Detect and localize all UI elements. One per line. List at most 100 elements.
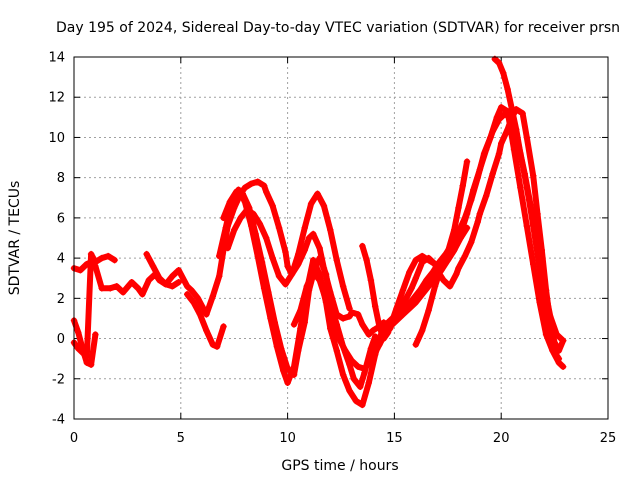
data-point [440,277,447,284]
data-point [378,329,385,336]
data-point [277,345,285,352]
data-point [418,327,426,334]
x-tick-label: 10 [279,431,296,446]
data-point [250,210,257,218]
data-point [448,240,456,248]
series-trace-7 [412,158,470,348]
data-point [534,210,541,218]
data-point [241,184,249,191]
x-axis-label: GPS time / hours [281,458,398,474]
data-point [425,307,432,314]
data-point [474,174,481,181]
data-point [444,248,451,256]
data-point [301,246,308,254]
data-point [429,268,437,276]
data-point [312,262,319,270]
data-point [216,252,223,260]
data-point [446,283,454,290]
y-tick-label: -2 [52,372,65,387]
data-point [316,244,323,252]
data-point [98,254,105,262]
data-point [228,196,236,203]
data-point [83,260,91,268]
data-point [203,311,210,318]
data-point [310,256,317,264]
y-tick-labels: -4 -2 0 2 4 6 8 10 12 14 [48,51,65,428]
data-point [162,281,170,288]
data-point [555,347,563,354]
data-point [423,277,430,284]
data-point [145,277,152,284]
data-point [301,319,308,326]
data-point [384,319,392,326]
data-point [401,297,409,304]
data-point [386,323,394,330]
data-point [194,295,202,302]
data-point [260,182,268,189]
data-point [269,202,276,210]
data-point [536,299,543,306]
data-point [495,116,503,123]
data-point [498,104,505,111]
data-point [410,295,417,302]
data-point [169,273,176,280]
data-point [282,281,289,288]
data-point [354,311,362,318]
data-point [322,297,330,304]
data-point [534,250,541,258]
data-point [504,85,511,93]
data-point [252,230,259,238]
data-point [538,246,545,254]
data-point [198,303,206,310]
data-point [87,250,95,258]
data-point [295,347,302,354]
data-point [530,260,537,268]
data-point [418,291,426,298]
data-point [175,266,182,274]
data-point [487,134,494,141]
data-point [92,331,99,338]
x-tick-label: 25 [600,431,617,446]
data-point [231,204,238,212]
data-point [220,214,227,222]
data-point [184,291,191,298]
data-point [320,202,328,210]
data-point [468,196,475,203]
data-point [461,252,469,260]
data-point [149,262,157,270]
data-point [310,268,317,276]
data-point [77,266,84,274]
data-point [280,367,287,374]
data-point [551,349,558,356]
data-point [263,188,270,195]
data-point [327,289,334,296]
point-layer [70,55,567,409]
series-trace-2 [220,188,383,390]
data-point [335,335,343,342]
data-point [256,220,264,228]
data-point [418,252,426,260]
data-point [463,224,471,232]
data-point [425,256,432,264]
data-point [316,271,323,278]
data-point [346,361,353,368]
data-point [425,283,432,290]
data-point [290,363,298,370]
data-point [216,273,223,280]
data-point [297,307,304,314]
data-point [265,289,272,296]
data-point [371,351,379,358]
data-point [220,246,227,254]
data-point [510,146,518,153]
data-point [538,279,545,286]
data-point [98,285,105,292]
data-point [393,305,400,312]
data-point [389,317,396,324]
data-point [455,264,462,272]
data-point [412,341,419,348]
data-point [151,271,159,278]
data-point [412,299,419,306]
data-point [399,287,407,294]
data-point [547,331,554,338]
